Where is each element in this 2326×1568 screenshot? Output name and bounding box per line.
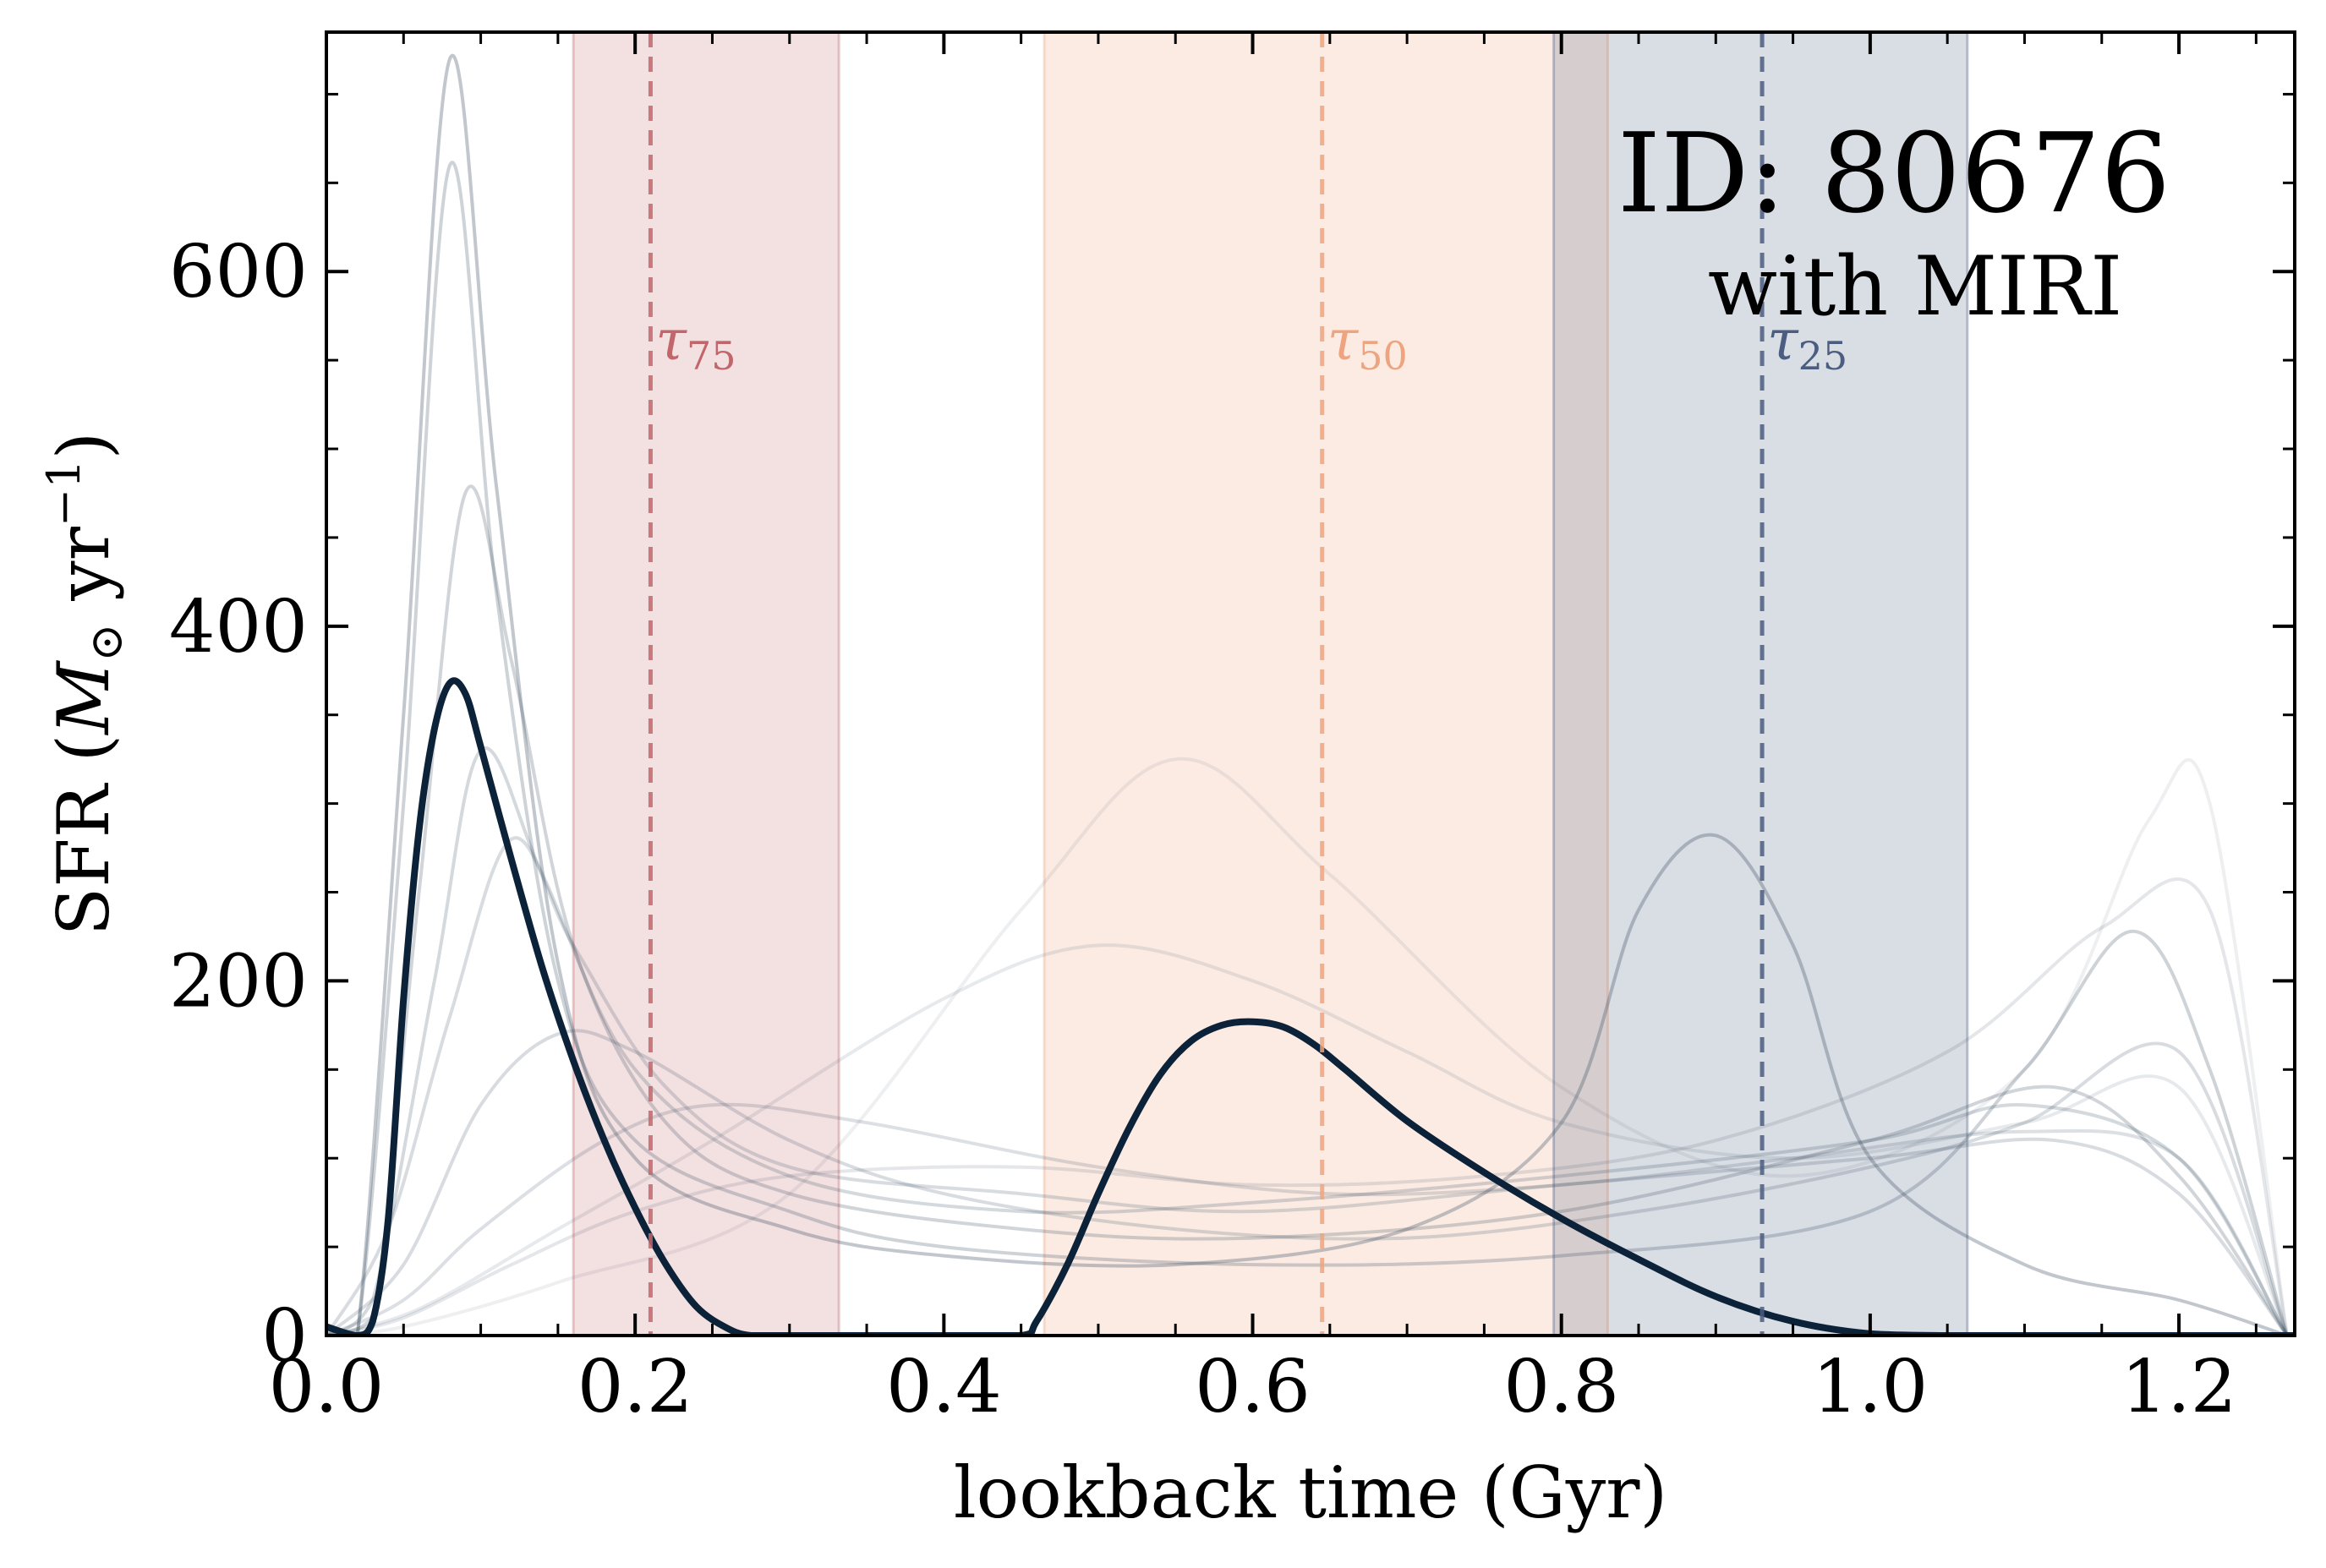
y-tick-label: 600 — [169, 230, 308, 314]
x-tick-label: 1.0 — [1812, 1345, 1928, 1429]
tau50-label-symbol: τ — [1327, 308, 1360, 373]
posterior-samples — [326, 53, 2289, 1336]
posterior-sample-line — [326, 836, 2289, 1336]
x-tick-label: 1.2 — [2121, 1345, 2237, 1429]
tau25-label-symbol: τ — [1767, 308, 1799, 373]
tau75-label: τ75 — [655, 308, 736, 379]
y-tick-label: 200 — [169, 939, 308, 1024]
y-axis-label: SFR (M⊙ yr−1) — [37, 432, 133, 937]
posterior-sample-line — [326, 746, 2289, 1336]
y-tick-label: 0 — [261, 1294, 308, 1379]
x-tick-label: 0.8 — [1503, 1345, 1619, 1429]
y-label-part-close: ) — [42, 432, 125, 460]
x-tick-label: 0.6 — [1195, 1345, 1311, 1429]
y-label-part-open: SFR ( — [42, 735, 125, 937]
x-tick-label: 0.4 — [886, 1345, 1002, 1429]
tau25-label-sub: 25 — [1798, 333, 1848, 379]
x-tick-label: 0.0 — [269, 1345, 385, 1429]
y-label-part-mass: M — [42, 660, 125, 736]
miri-subtitle: with MIRI — [1708, 239, 2122, 334]
y-label-part-sun: ⊙ — [79, 623, 133, 661]
y-tick-label: 400 — [169, 585, 308, 669]
posterior-sample-line — [326, 53, 2288, 1336]
posterior-sample-line — [326, 1102, 2289, 1336]
posterior-sample-line — [326, 757, 2289, 1336]
percentile-labels: τ75 τ50 τ25 — [655, 308, 1847, 379]
y-label-part-yr: yr — [42, 526, 125, 623]
axis-ticks: 0.0 0.2 0.4 0.6 0.8 1.0 1.2 0 200 400 600 — [169, 32, 2295, 1429]
x-tick-label: 0.2 — [577, 1345, 693, 1429]
tau75-label-sub: 75 — [687, 333, 736, 379]
tau25-label: τ25 — [1767, 308, 1847, 379]
posterior-sample-line — [326, 1029, 2289, 1336]
tau50-label: τ50 — [1327, 308, 1408, 379]
posterior-sample-line — [326, 877, 2289, 1336]
percentile-lines — [648, 32, 1765, 1336]
y-label-part-exp: −1 — [37, 460, 90, 527]
x-axis-label: lookback time (Gyr) — [954, 1451, 1667, 1534]
percentile-bands — [572, 32, 1969, 1336]
tau75-band — [572, 32, 840, 1336]
plot-frame — [325, 30, 2296, 1337]
tau75-label-symbol: τ — [655, 308, 687, 373]
posterior-sample-line — [326, 943, 2289, 1336]
tau50-band — [1043, 32, 1609, 1336]
galaxy-id-label: ID: 80676 — [1617, 109, 2170, 238]
posterior-sample-line — [326, 161, 2289, 1336]
tau50-label-sub: 50 — [1358, 333, 1408, 379]
